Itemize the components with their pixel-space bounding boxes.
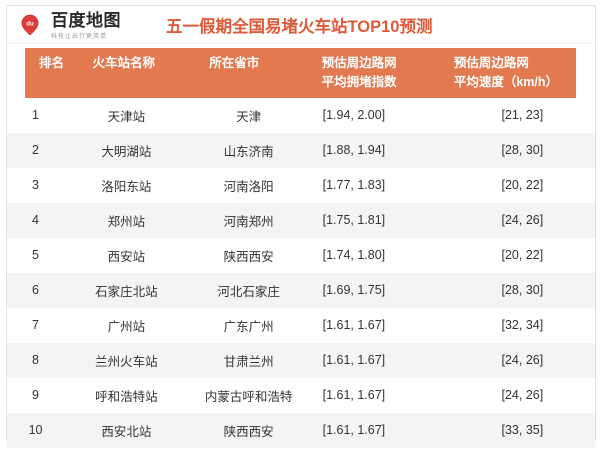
svg-text:du: du	[26, 21, 34, 27]
